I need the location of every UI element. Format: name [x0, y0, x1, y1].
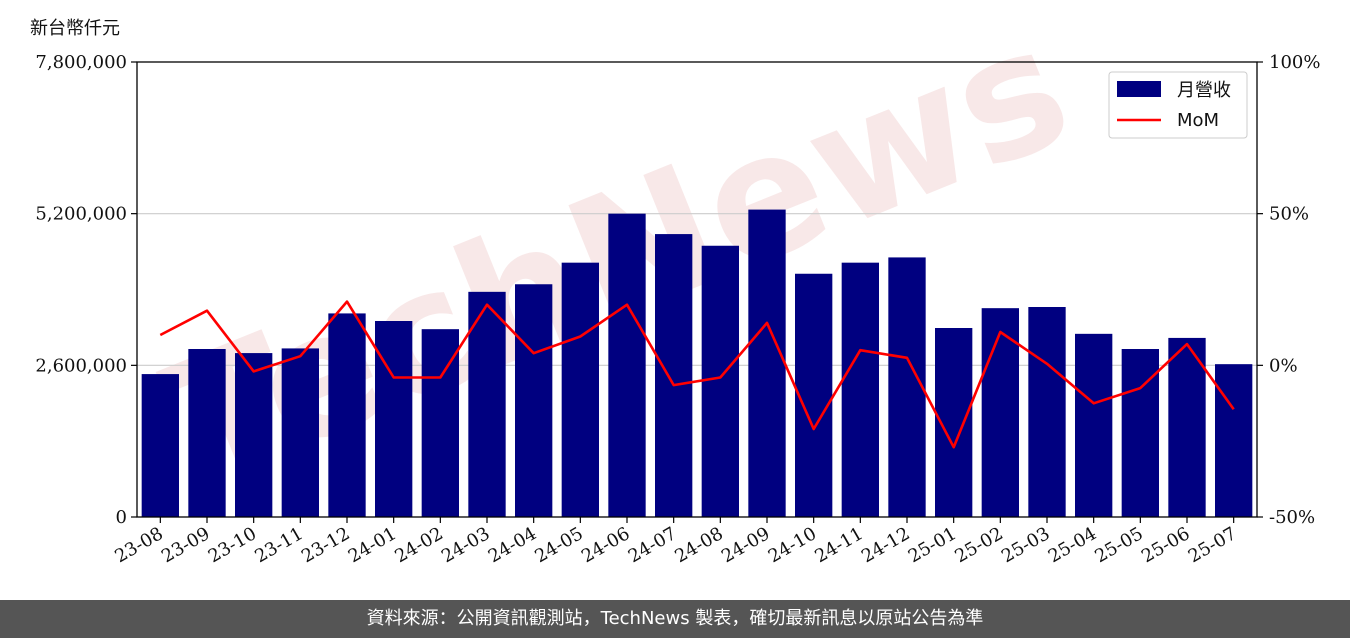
bar-24-02	[421, 329, 459, 517]
plot-frame	[136, 61, 1258, 518]
bar-23-12	[328, 313, 366, 517]
x-tick-label: 23-11	[251, 523, 306, 567]
bar-24-10	[795, 273, 833, 517]
bar-24-03	[468, 291, 506, 517]
x-tick-label: 23-12	[298, 523, 353, 567]
x-tick-label: 23-10	[205, 523, 260, 567]
bar-24-07	[655, 234, 693, 518]
x-tick-label: 23-08	[111, 523, 166, 567]
left-tick-label: 2,600,000	[35, 355, 127, 376]
bar-23-11	[281, 348, 319, 517]
x-tick-label: 23-09	[158, 523, 213, 567]
bar-24-08	[701, 245, 739, 517]
right-tick-label: 50%	[1269, 204, 1309, 225]
x-tick-label: 24-12	[858, 523, 913, 567]
legend: 月營收 MoM	[1108, 71, 1248, 139]
x-tick-label: 25-06	[1138, 523, 1193, 567]
bar-23-10	[235, 353, 273, 517]
x-tick-label: 25-03	[998, 523, 1053, 567]
bar-24-04	[515, 284, 553, 517]
legend-swatch-bar	[1117, 81, 1161, 97]
x-tick-label: 25-07	[1185, 523, 1240, 567]
x-tick-label: 25-01	[905, 523, 960, 567]
x-tick-label: 24-07	[625, 523, 680, 567]
right-tick-label: 100%	[1269, 52, 1320, 73]
legend-label-line: MoM	[1177, 110, 1219, 131]
x-tick-label: 24-09	[718, 523, 773, 567]
left-tick-label: 0	[116, 507, 127, 528]
bar-24-01	[375, 321, 413, 517]
x-tick-label: 24-01	[345, 523, 400, 567]
bar-24-06	[608, 213, 646, 517]
x-tick-label: 24-06	[578, 523, 633, 567]
grid-lines	[137, 213, 1257, 366]
x-tick-label: 25-04	[1045, 523, 1100, 567]
x-tick-label: 24-03	[438, 523, 493, 567]
line-series	[159, 300, 1235, 449]
mom-line	[159, 300, 1235, 449]
bar-24-11	[841, 262, 879, 517]
x-tick-label: 24-02	[391, 523, 446, 567]
left-tick-label: 5,200,000	[35, 204, 127, 225]
footer-source-note: 資料來源：公開資訊觀測站，TechNews 製表，確切最新訊息以原站公告為準	[0, 600, 1350, 638]
right-tick-label: 0%	[1269, 355, 1298, 376]
legend-label-bar: 月營收	[1177, 80, 1231, 101]
left-tick-label: 7,800,000	[35, 52, 127, 73]
x-tick-label: 24-05	[531, 523, 586, 567]
right-tick-label: -50%	[1269, 507, 1315, 528]
bar-24-05	[561, 262, 599, 517]
x-tick-label: 24-08	[671, 523, 726, 567]
bar-25-02	[981, 308, 1019, 517]
bar-25-03	[1028, 307, 1066, 517]
bar-25-04	[1075, 333, 1113, 517]
revenue-chart: TechNews 02,600,0005,200,0007,800,000-50…	[35, 0, 1320, 567]
bar-25-07	[1215, 364, 1253, 517]
x-tick-label: 25-02	[951, 523, 1006, 567]
y-axis-unit-label: 新台幣仟元	[30, 18, 120, 39]
x-tick-label: 24-11	[811, 523, 866, 567]
bar-25-06	[1168, 337, 1206, 517]
bar-23-09	[188, 349, 226, 517]
bar-24-09	[748, 209, 786, 518]
bar-series	[141, 209, 1253, 518]
x-tick-label: 24-10	[765, 523, 820, 567]
x-tick-label: 24-04	[485, 523, 540, 567]
x-tick-label: 25-05	[1091, 523, 1146, 567]
bar-23-08	[141, 374, 179, 517]
bar-24-12	[888, 257, 926, 517]
